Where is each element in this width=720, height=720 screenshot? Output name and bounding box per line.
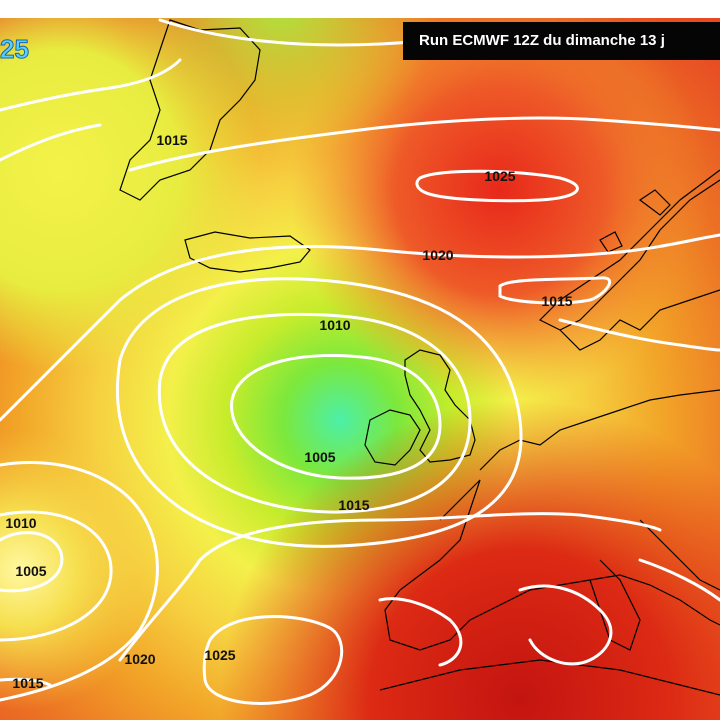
isobar-label-1010-west: 1010 <box>5 515 37 531</box>
isobar-label-1020-south: 1020 <box>124 651 156 667</box>
isobars <box>0 18 720 705</box>
coastlines <box>119 19 720 696</box>
isobar-label-1015-southwest: 1015 <box>12 675 44 691</box>
isobar-label-1010-low: 1010 <box>319 317 351 333</box>
isobar-label-1015-scandinavia: 1015 <box>541 293 573 309</box>
isobar-label-1020-north: 1020 <box>422 247 454 263</box>
isobar-label-1025-north: 1025 <box>484 168 516 184</box>
scale-value-label: 25 <box>0 34 29 65</box>
isobar-label-1005-low: 1005 <box>304 449 336 465</box>
isobar-label-1015-north: 1015 <box>156 132 188 148</box>
isobar-label-1005-west: 1005 <box>15 563 47 579</box>
isobar-label-1015-low: 1015 <box>338 497 370 513</box>
pressure-map-canvas <box>0 18 720 720</box>
run-title-banner: Run ECMWF 12Z du dimanche 13 j <box>403 22 720 60</box>
weather-map: 1015 1025 1020 1015 1010 1005 1015 1010 … <box>0 18 720 720</box>
isobar-label-1025-south: 1025 <box>204 647 236 663</box>
